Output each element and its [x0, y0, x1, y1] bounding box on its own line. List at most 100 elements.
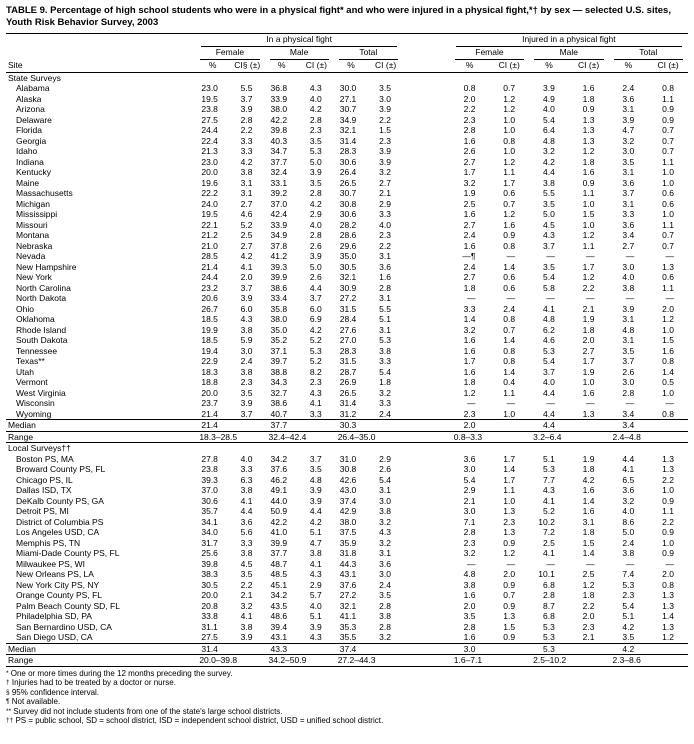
- pct-value: 3.5: [542, 198, 555, 209]
- site-name: Maine: [16, 177, 40, 188]
- column-gap: [403, 262, 450, 273]
- pct-value: —: [546, 398, 555, 409]
- column-gap: [403, 83, 450, 94]
- column-gap: [403, 314, 450, 325]
- pct-value: 4.4: [622, 453, 635, 464]
- ci-value: 5.4: [379, 366, 391, 377]
- ci-value: 1.2: [503, 209, 516, 220]
- table-row: New Hampshire 21.4 4.1 39.3 5.0 30.5 3.6 2.4 1.4…: [6, 262, 688, 273]
- ci-value: 6.0: [240, 303, 253, 314]
- pct-value: 5.2: [542, 506, 555, 517]
- pct-value: 39.7: [270, 356, 288, 367]
- pct-value: 33.4: [270, 293, 288, 304]
- footnote-marker: §: [6, 688, 10, 696]
- empty-cell: [568, 419, 609, 432]
- ci-value: 3.9: [379, 146, 391, 157]
- ci-value: 6.0: [309, 303, 322, 314]
- footnote-marker: †: [6, 679, 10, 687]
- pct-value: 3.8: [542, 177, 555, 188]
- ci-value: 4.3: [309, 387, 322, 398]
- pct-value: 23.0: [201, 156, 218, 167]
- pct-value: 5.0: [542, 209, 555, 220]
- ci-value: 4.3: [309, 632, 322, 643]
- pct-value: 30.8: [339, 464, 357, 475]
- pct-column-header: %: [195, 59, 230, 73]
- ci-value: 4.3: [309, 83, 322, 94]
- pct-value: 6.8: [542, 611, 555, 622]
- ci-value: 3.5: [379, 590, 391, 601]
- pct-value: 35.5: [339, 632, 357, 643]
- ci-value: 3.3: [379, 356, 391, 367]
- median-value: 30.3: [333, 419, 369, 432]
- ci-value: 1.2: [582, 230, 595, 241]
- ci-value: 2.7: [240, 198, 253, 209]
- subheader-fight-total: Total: [338, 47, 398, 60]
- ci-value: 1.6: [582, 167, 595, 178]
- ci-value: 4.4: [309, 506, 322, 517]
- pct-value: 37.0: [201, 485, 218, 496]
- ci-value: 3.2: [379, 516, 391, 527]
- median-row: Median 21.4 37.7 30.3 2.0 4.4 3.4: [6, 419, 688, 432]
- range-value: 2.3–8.6: [608, 654, 688, 667]
- ci-value: 1.0: [503, 146, 516, 157]
- ci-value: 1.6: [582, 506, 595, 517]
- pct-value: 5.4: [463, 474, 476, 485]
- ci-value: 3.0: [379, 569, 391, 580]
- pct-value: 2.7: [463, 156, 476, 167]
- ci-value: 3.5: [309, 135, 322, 146]
- subheader-cell: Total: [609, 47, 689, 60]
- ci-value: 4.8: [309, 474, 322, 485]
- pct-value: 2.0: [463, 93, 476, 104]
- ci-value: 3.9: [240, 293, 253, 304]
- range-value: 34.2–50.9: [264, 654, 334, 667]
- column-gap: [403, 506, 450, 517]
- ci-value: 1.1: [662, 156, 674, 167]
- ci-value: 4.2: [582, 474, 595, 485]
- pct-value: 5.4: [542, 272, 555, 283]
- pct-value: 32.7: [270, 387, 288, 398]
- ci-value: 5.2: [309, 356, 322, 367]
- pct-value: 48.7: [270, 558, 288, 569]
- pct-value: 26.5: [339, 387, 357, 398]
- pct-value: 48.6: [270, 611, 288, 622]
- ci-value: 5.5: [240, 83, 253, 94]
- median-value: 37.7: [264, 419, 300, 432]
- ci-value: 2.1: [582, 303, 595, 314]
- column-gap: [403, 188, 450, 199]
- pct-value: 31.1: [201, 621, 218, 632]
- ci-value: 2.1: [240, 590, 253, 601]
- ci-value: 1.0: [662, 209, 674, 220]
- ci-value: 2.4: [503, 303, 516, 314]
- ci-value: 3.1: [379, 324, 391, 335]
- pct-value: 41.0: [270, 527, 288, 538]
- ci-value: 1.4: [503, 261, 516, 272]
- pct-value: 39.3: [201, 474, 218, 485]
- ci-value: 5.5: [379, 303, 391, 314]
- site-name: Chicago PS, IL: [16, 474, 73, 485]
- ci-value: 4.3: [379, 527, 391, 538]
- footnote: § 95% confidence interval.: [6, 688, 688, 698]
- ci-value: 3.7: [309, 453, 322, 464]
- range-label: Range: [6, 430, 196, 444]
- column-gap: [403, 611, 450, 622]
- column-gap: [403, 241, 450, 252]
- column-gap: [403, 47, 450, 60]
- pct-value: 34.0: [201, 527, 218, 538]
- ci-value: 0.8: [503, 135, 516, 146]
- table-row: Tennessee 19.4 3.0 37.1 5.3 28.3 3.8 1.6 0.8 5.3 2…: [6, 346, 688, 357]
- ci-value: 5.3: [309, 146, 322, 157]
- pct-value: 6.5: [622, 474, 635, 485]
- ci-value: 0.9: [662, 548, 674, 559]
- ci-value: 1.0: [503, 114, 516, 125]
- ci-value: 1.3: [503, 611, 516, 622]
- pct-value: 5.3: [622, 579, 635, 590]
- column-gap: [403, 485, 450, 496]
- column-gap: [402, 642, 450, 655]
- ci-value: 3.8: [240, 621, 253, 632]
- table-row: Nebraska 21.0 2.7 37.8 2.6 29.6 2.2 1.6 0.8 3.7 1.…: [6, 241, 688, 252]
- pct-value: 41.2: [270, 251, 288, 262]
- pct-value: 2.3: [463, 537, 476, 548]
- pct-value: 35.2: [270, 335, 288, 346]
- site-name: South Dakota: [16, 335, 68, 346]
- table-row: South Dakota 18.5 5.9 35.2 5.2 27.0 5.3 1.6 1.4 4…: [6, 335, 688, 346]
